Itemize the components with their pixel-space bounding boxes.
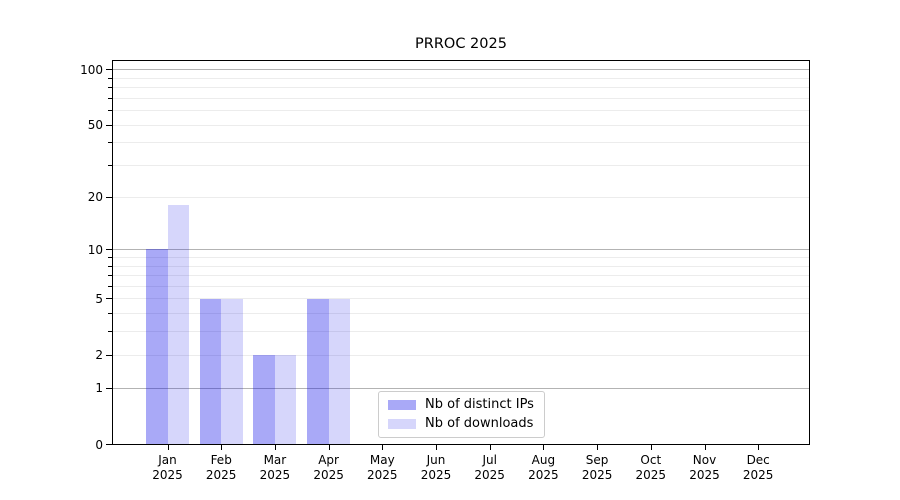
y-minor-tick-mark bbox=[108, 285, 112, 287]
y-tick-label: 2 bbox=[95, 348, 103, 363]
y-gridline-minor bbox=[113, 142, 809, 144]
y-gridline-minor bbox=[113, 298, 809, 300]
y-gridline-minor bbox=[113, 265, 809, 267]
x-tick-label-sep: Sep 2025 bbox=[581, 453, 613, 482]
x-tick-label-apr: Apr 2025 bbox=[313, 453, 344, 482]
chart-title: PRROC 2025 bbox=[415, 36, 507, 52]
y-gridline-minor bbox=[113, 257, 809, 258]
y-gridline-minor bbox=[113, 275, 809, 277]
legend-row-downloads: Nb of downloads bbox=[388, 417, 534, 431]
y-minor-tick-mark bbox=[108, 77, 112, 79]
x-tick-mark bbox=[650, 444, 652, 450]
bar-distinct-ips-jan bbox=[146, 249, 168, 444]
legend-label-distinct-ips: Nb of distinct IPs bbox=[425, 397, 534, 412]
legend-swatch-downloads bbox=[388, 419, 416, 429]
bar-downloads-jan bbox=[167, 204, 189, 444]
x-tick-label-dec: Dec 2025 bbox=[742, 453, 774, 482]
y-gridline-minor bbox=[113, 313, 809, 315]
x-tick-mark bbox=[221, 444, 223, 450]
y-minor-tick-mark bbox=[108, 331, 112, 333]
y-tick-mark bbox=[106, 354, 112, 356]
y-gridline-minor bbox=[113, 165, 809, 167]
bar-downloads-mar bbox=[274, 354, 297, 444]
x-tick-mark bbox=[704, 444, 706, 450]
x-tick-mark bbox=[167, 444, 169, 450]
y-tick-label: 50 bbox=[87, 118, 103, 133]
y-gridline-major bbox=[113, 387, 809, 389]
y-minor-tick-mark bbox=[108, 97, 112, 99]
x-tick-mark bbox=[382, 444, 384, 450]
y-tick-label: 100 bbox=[80, 62, 103, 77]
legend-row-distinct-ips: Nb of distinct IPs bbox=[388, 398, 534, 412]
y-tick-mark bbox=[106, 69, 112, 71]
y-tick-mark bbox=[106, 298, 112, 300]
y-minor-tick-mark bbox=[108, 142, 112, 144]
y-tick-mark bbox=[106, 124, 112, 126]
legend: Nb of distinct IPs Nb of downloads bbox=[378, 391, 545, 438]
bar-distinct-ips-feb bbox=[199, 298, 222, 444]
y-tick-mark bbox=[106, 444, 112, 445]
y-tick-label: 10 bbox=[87, 242, 103, 257]
x-tick-mark bbox=[328, 444, 330, 450]
y-gridline-major bbox=[113, 69, 809, 71]
y-gridline-minor bbox=[113, 331, 809, 333]
x-tick-label-may: May 2025 bbox=[367, 453, 398, 482]
bar-distinct-ips-apr bbox=[307, 298, 329, 444]
plot-area: 0 1 2 5 10 20 50 100 Jan 2025 Feb 2025 Mar 2025 Apr… bbox=[80, 60, 810, 482]
y-tick-mark bbox=[106, 249, 112, 251]
y-tick-label: 0 bbox=[95, 437, 103, 452]
legend-label-downloads: Nb of downloads bbox=[425, 416, 534, 431]
y-gridline-minor bbox=[113, 110, 809, 112]
y-tick-label: 1 bbox=[95, 381, 103, 396]
y-gridline-minor bbox=[113, 354, 809, 356]
x-tick-mark bbox=[489, 444, 491, 450]
y-gridline-minor bbox=[113, 87, 809, 89]
x-tick-label-mar: Mar 2025 bbox=[259, 453, 291, 482]
y-gridline-minor bbox=[113, 97, 809, 99]
y-minor-tick-mark bbox=[108, 313, 112, 315]
x-tick-mark bbox=[758, 444, 760, 450]
y-tick-label: 5 bbox=[95, 291, 103, 306]
x-tick-label-jul: Jul 2025 bbox=[474, 453, 505, 482]
y-minor-tick-mark bbox=[108, 165, 112, 167]
bar-downloads-feb bbox=[221, 298, 243, 444]
x-tick-label-aug: Aug 2025 bbox=[528, 453, 559, 482]
y-minor-tick-mark bbox=[108, 265, 112, 267]
x-tick-mark bbox=[597, 444, 599, 450]
x-tick-label-jun: Jun 2025 bbox=[420, 453, 452, 482]
y-gridline-major bbox=[113, 249, 809, 251]
x-tick-mark bbox=[543, 444, 545, 450]
y-gridline-minor bbox=[113, 196, 809, 198]
y-minor-tick-mark bbox=[108, 275, 112, 277]
y-gridline-minor bbox=[113, 285, 809, 287]
x-tick-mark bbox=[436, 444, 437, 450]
x-tick-label-jan: Jan 2025 bbox=[152, 453, 183, 482]
legend-swatch-distinct-ips bbox=[388, 400, 416, 410]
y-tick-mark bbox=[106, 196, 112, 198]
bar-distinct-ips-mar bbox=[253, 354, 275, 444]
x-tick-label-feb: Feb 2025 bbox=[205, 453, 237, 482]
bar-downloads-apr bbox=[328, 298, 351, 444]
y-tick-label: 20 bbox=[87, 190, 103, 205]
y-minor-tick-mark bbox=[108, 87, 112, 89]
x-tick-label-oct: Oct 2025 bbox=[635, 453, 667, 482]
y-minor-tick-mark bbox=[108, 257, 112, 258]
y-minor-tick-mark bbox=[108, 110, 112, 112]
y-gridline-minor bbox=[113, 124, 809, 126]
x-tick-mark bbox=[274, 444, 276, 450]
y-gridline-minor bbox=[113, 77, 809, 79]
y-tick-mark bbox=[106, 387, 112, 389]
x-tick-label-nov: Nov 2025 bbox=[689, 453, 720, 482]
